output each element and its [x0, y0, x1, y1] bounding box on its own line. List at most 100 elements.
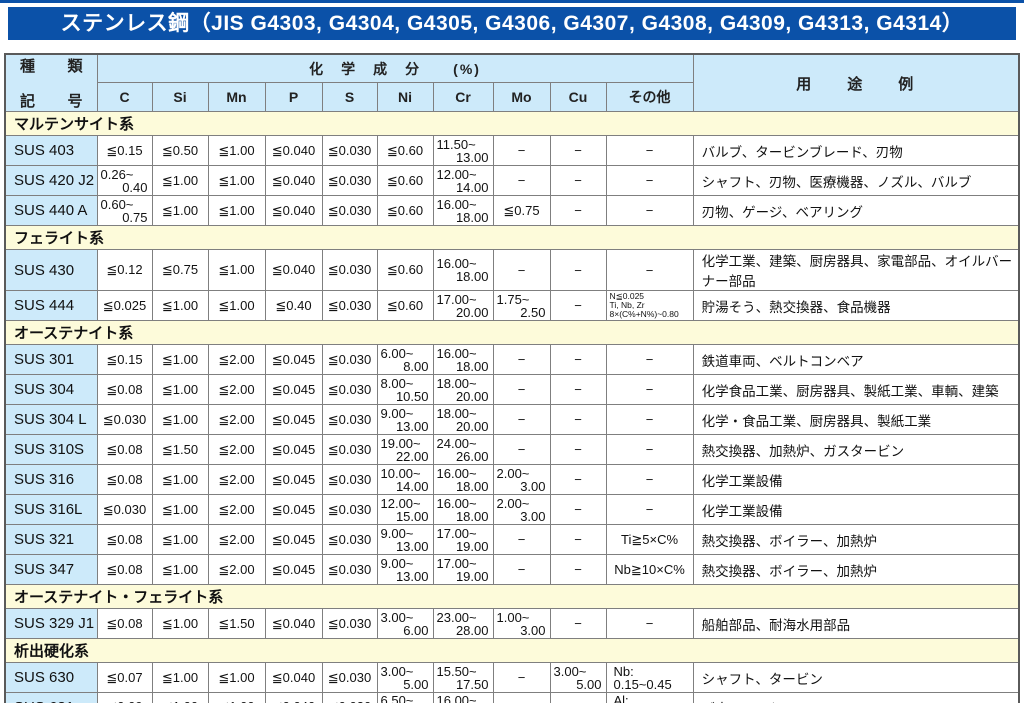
section-row: マルテンサイト系: [4, 111, 1020, 136]
cell-s: ≦0.030: [321, 434, 378, 465]
cell-p: ≦0.040: [264, 249, 323, 291]
cell-grade-code: SUS 347: [4, 554, 98, 585]
cell-cu: −: [549, 165, 607, 196]
cell-c: ≦0.07: [96, 662, 153, 693]
cell-usage: 化学工業、建築、厨房器具、家電部品、オイルバーナー部品: [692, 249, 1020, 291]
cell-cu-line: 5.00: [576, 676, 602, 692]
cell-c: ≦0.15: [96, 344, 153, 375]
cell-ni-line: 6.00~: [380, 345, 414, 361]
cell-usage: 化学工業設備: [692, 464, 1020, 495]
cell-cr-line: 19.00: [455, 538, 489, 554]
cell-mo-line: 1.00~: [496, 609, 530, 625]
cell-other: −: [605, 464, 694, 495]
cell-other: −: [605, 494, 694, 525]
cell-cr-line: 17.00~: [436, 555, 477, 571]
cell-other: N≦0.025 Ti, Nb, Zr 8×(C%+N%)~0.80: [605, 290, 694, 321]
cell-grade-code: SUS 420 J2: [4, 165, 98, 196]
cell-cr-line: 23.00~: [436, 609, 477, 625]
cell-usage: 化学・食品工業、厨房器具、製紙工業: [692, 404, 1020, 435]
cell-cr: 11.50~ 13.00: [432, 135, 494, 166]
cell-ni: 10.00~ 14.00: [376, 464, 434, 495]
table-row: SUS 304 ≦0.08 ≦1.00 ≦2.00 ≦0.045 ≦0.030 8.00~ 1…: [4, 374, 1020, 405]
cell-mo-line: 2.00~: [496, 495, 530, 511]
cell-ni-line: 13.00: [395, 568, 429, 584]
cell-ni-line: 3.00~: [380, 663, 414, 679]
cell-s: ≦0.030: [321, 404, 378, 435]
cell-cu: −: [549, 249, 607, 291]
cell-mo: 2.00~ 3.00: [492, 494, 551, 525]
col-header-s: S: [321, 82, 378, 112]
table-row: SUS 301 ≦0.15 ≦1.00 ≦2.00 ≦0.045 ≦0.030 6.00~ 8…: [4, 344, 1020, 375]
cell-cr: 16.00~18.00: [432, 249, 494, 291]
cell-mn: ≦2.00: [207, 374, 266, 405]
cell-ni-line: 19.00~: [380, 435, 421, 451]
cell-grade-code: SUS 304: [4, 374, 98, 405]
cell-mo: 1.00~ 3.00: [492, 608, 551, 639]
section-row: 析出硬化系: [4, 638, 1020, 663]
cell-c: ≦0.08: [96, 554, 153, 585]
cell-cr-line: 18.00: [455, 478, 489, 494]
cell-usage: 熱交換器、ボイラー、加熱炉: [692, 524, 1020, 555]
cell-other: Al:0.75~1.50: [605, 692, 694, 703]
cell-cr-line: 20.00: [455, 418, 489, 434]
cell-si: ≦1.00: [151, 662, 209, 693]
cell-p: ≦0.040: [264, 608, 323, 639]
cell-p: ≦0.045: [264, 524, 323, 555]
cell-mn: ≦2.00: [207, 464, 266, 495]
cell-p: ≦0.045: [264, 404, 323, 435]
cell-other: −: [605, 195, 694, 226]
cell-ni-line: 9.00~: [380, 525, 414, 541]
cell-cr-line: 12.00~: [436, 166, 477, 182]
cell-s: ≦0.030: [321, 290, 378, 321]
cell-grade-code: SUS 301: [4, 344, 98, 375]
cell-cr-line: 18.00: [455, 358, 489, 374]
cell-cr-line: 16.00~: [436, 196, 477, 212]
cell-ni-line: 5.00: [403, 676, 429, 692]
cell-mn: ≦2.00: [207, 494, 266, 525]
cell-p: ≦0.045: [264, 374, 323, 405]
cell-s: ≦0.030: [321, 494, 378, 525]
cell-cr-line: 16.00~: [436, 465, 477, 481]
cell-mo-line: 3.00: [520, 622, 546, 638]
cell-s: ≦0.030: [321, 662, 378, 693]
cell-s: ≦0.030: [321, 195, 378, 226]
cell-cu-line: 3.00~: [553, 663, 587, 679]
cell-cr: 16.00~18.00: [432, 494, 494, 525]
cell-mn: ≦2.00: [207, 524, 266, 555]
cell-si: ≦1.00: [151, 692, 209, 703]
cell-mn: ≦2.00: [207, 404, 266, 435]
cell-mo-line: 3.00: [520, 478, 546, 494]
col-header-mn: Mn: [207, 82, 266, 112]
table-row: SUS 630 ≦0.07 ≦1.00 ≦1.00 ≦0.040 ≦0.030 3.00~ 5…: [4, 662, 1020, 693]
cell-mo: ≦0.75: [492, 195, 551, 226]
cell-c: ≦0.08: [96, 374, 153, 405]
cell-cu: −: [549, 608, 607, 639]
cell-usage: 化学工業設備: [692, 494, 1020, 525]
cell-other-line: 0.15~0.45: [613, 676, 672, 692]
col-header-p: P: [264, 82, 323, 112]
cell-c: 0.26~ 0.40: [96, 165, 153, 196]
cell-ni-line: 12.00~: [380, 495, 421, 511]
cell-si: ≦1.00: [151, 608, 209, 639]
cell-ni-line: 10.00~: [380, 465, 421, 481]
cell-si: ≦0.50: [151, 135, 209, 166]
cell-s: ≦0.030: [321, 524, 378, 555]
table-row: SUS 316 ≦0.08 ≦1.00 ≦2.00 ≦0.045 ≦0.030 10.00~…: [4, 464, 1020, 495]
cell-usage: 化学食品工業、厨房器具、製紙工業、車輌、建築: [692, 374, 1020, 405]
cell-cu: −: [549, 195, 607, 226]
cell-mo: −: [492, 165, 551, 196]
table-row: SUS 347 ≦0.08 ≦1.00 ≦2.00 ≦0.045 ≦0.030 9.00~ 1…: [4, 554, 1020, 585]
cell-cu: −: [549, 290, 607, 321]
cell-cu: −: [549, 404, 607, 435]
cell-cu: 3.00~ 5.00: [549, 662, 607, 693]
cell-c-line: 0.75: [122, 209, 148, 225]
cell-ni: ≦0.60: [376, 195, 434, 226]
cell-cu: −: [549, 554, 607, 585]
cell-mo: −: [492, 554, 551, 585]
cell-mo: −: [492, 524, 551, 555]
cell-cr: 17.00~ 19.00: [432, 554, 494, 585]
cell-c: ≦0.08: [96, 464, 153, 495]
cell-other: −: [605, 249, 694, 291]
cell-cr-line: 17.00~: [436, 525, 477, 541]
